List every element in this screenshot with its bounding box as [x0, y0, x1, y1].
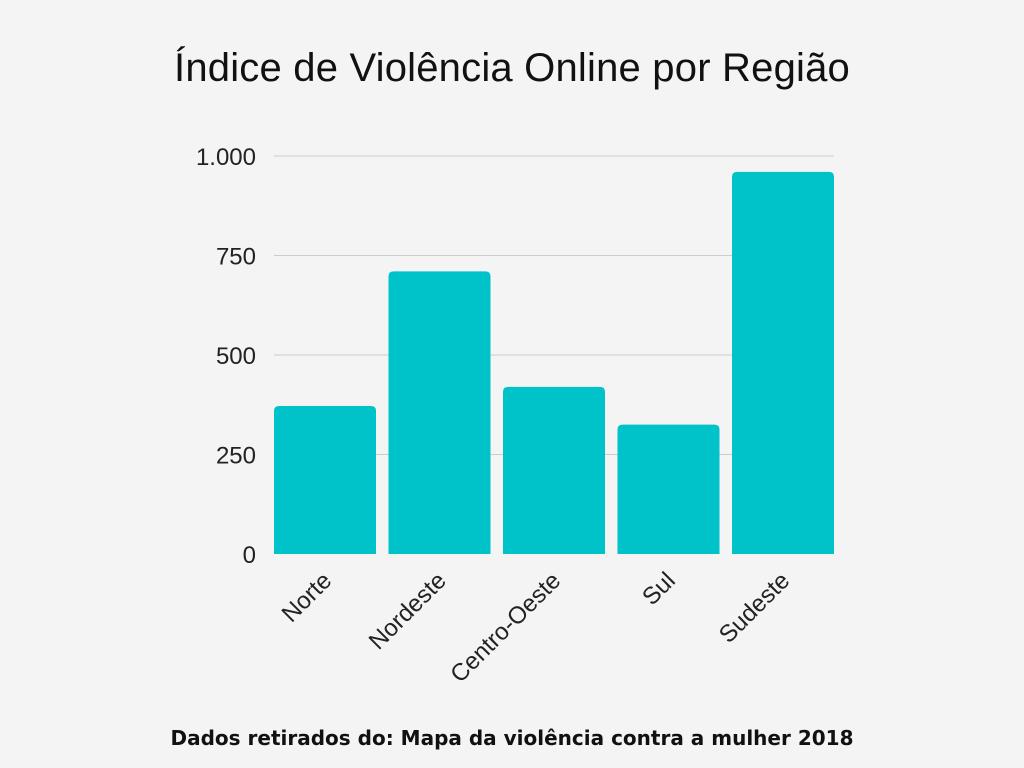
y-tick-label: 1.000	[196, 144, 256, 171]
x-tick-label-norte: Norte	[277, 567, 338, 628]
bar-nordeste	[388, 271, 491, 554]
y-tick-label: 250	[216, 443, 256, 470]
y-axis-tick-labels: 0 250 500 750 1.000	[196, 144, 256, 569]
x-tick-label-nordeste: Nordeste	[364, 567, 452, 655]
bar-norte	[274, 405, 376, 554]
bar-sudeste	[732, 171, 834, 555]
y-tick-label: 500	[216, 343, 256, 370]
chart-title: Índice de Violência Online por Região	[174, 46, 850, 90]
source-note: Dados retirados do: Mapa da violência co…	[170, 726, 854, 750]
x-tick-label-sul: Sul	[637, 567, 681, 611]
y-tick-label: 0	[243, 542, 256, 569]
x-tick-label-sudeste: Sudeste	[714, 567, 795, 648]
bars	[274, 171, 834, 555]
bar-centro-oeste	[503, 386, 605, 554]
x-tick-label-centro-oeste: Centro-Oeste	[445, 567, 566, 688]
y-tick-label: 750	[216, 244, 256, 271]
bar-sul	[617, 424, 720, 554]
